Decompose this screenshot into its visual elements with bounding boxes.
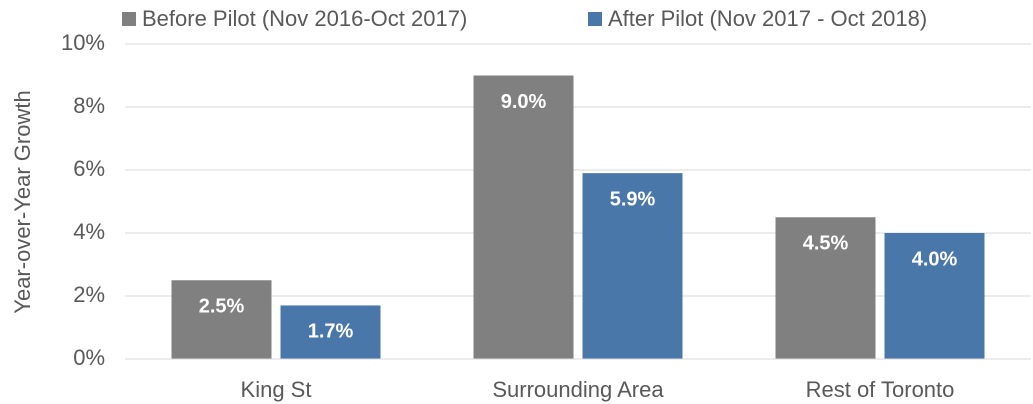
y-axis-label: Year-over-Year Growth (10, 90, 35, 313)
value-label: 1.7% (308, 321, 354, 343)
bar (775, 217, 876, 359)
value-label: 2.5% (199, 296, 245, 318)
y-tick-label: 4% (73, 219, 105, 244)
legend-swatch (588, 12, 602, 26)
x-tick-label: Rest of Toronto (806, 377, 955, 402)
legend-label: After Pilot (Nov 2017 - Oct 2018) (608, 6, 927, 31)
bar (280, 305, 381, 359)
bar (884, 233, 985, 359)
x-tick-label: Surrounding Area (492, 377, 664, 402)
y-tick-label: 10% (61, 30, 105, 55)
value-label: 4.5% (803, 233, 849, 255)
y-tick-label: 2% (73, 282, 105, 307)
legend-label: Before Pilot (Nov 2016-Oct 2017) (142, 6, 467, 31)
value-label: 9.0% (501, 91, 547, 113)
y-tick-label: 0% (73, 345, 105, 370)
legend-swatch (122, 12, 136, 26)
bar (473, 75, 574, 359)
y-tick-label: 6% (73, 156, 105, 181)
value-label: 4.0% (912, 248, 958, 270)
y-tick-label: 8% (73, 93, 105, 118)
value-label: 5.9% (610, 188, 656, 210)
bar (171, 280, 272, 359)
bar (582, 173, 683, 359)
x-tick-label: King St (241, 377, 312, 402)
